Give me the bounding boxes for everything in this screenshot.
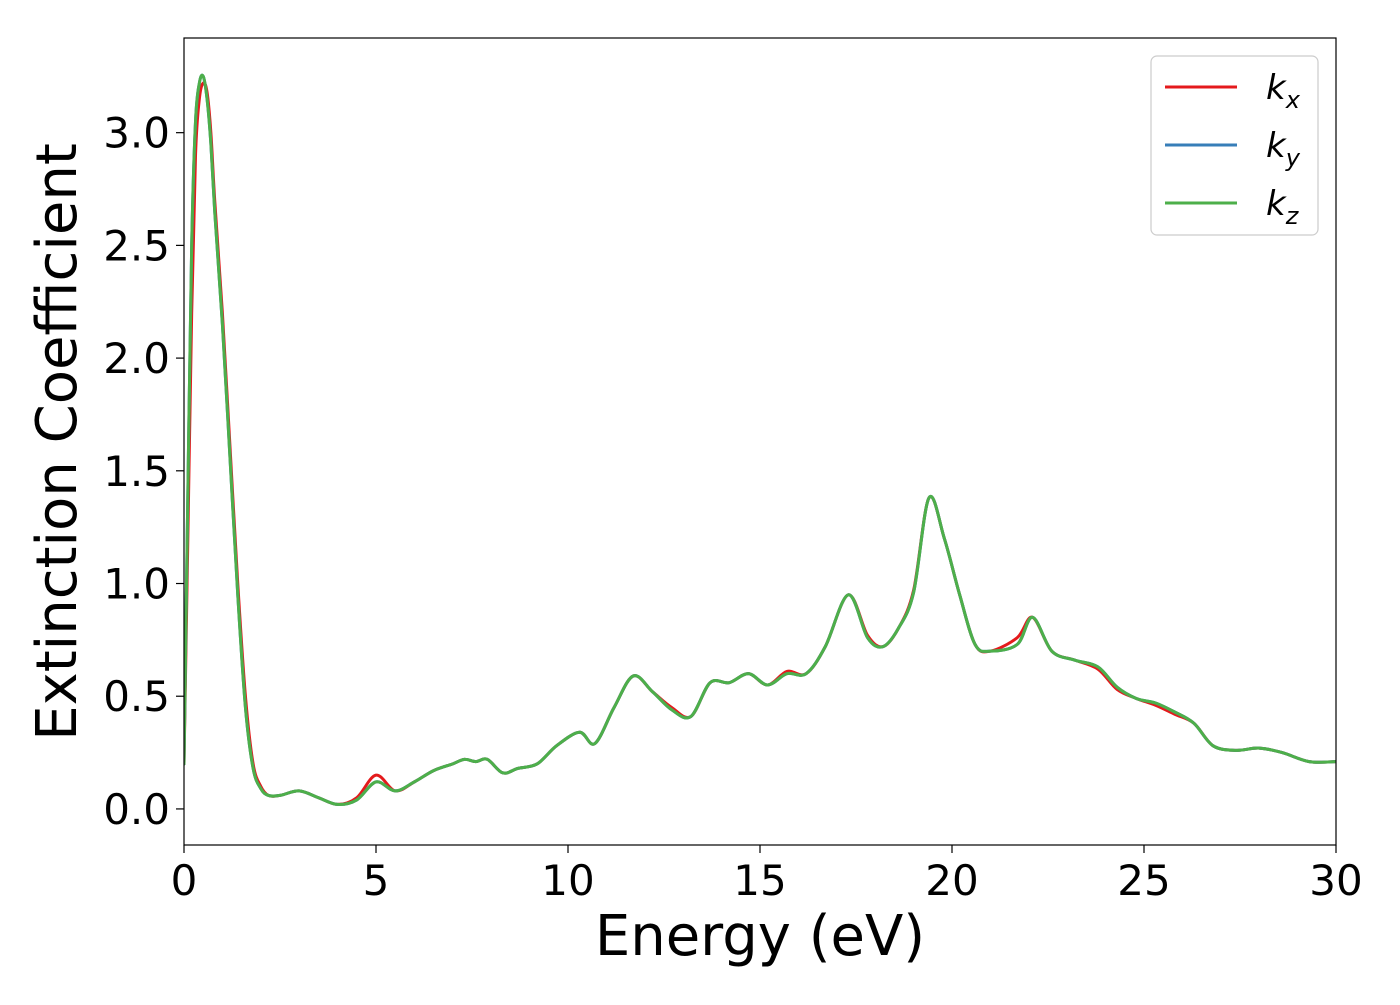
- legend-label-subscript: x: [1285, 86, 1301, 114]
- x-tick-label: 10: [541, 856, 594, 905]
- legend-label-k-z: kz: [1266, 184, 1300, 230]
- y-tick-label: 1.5: [103, 447, 170, 496]
- x-tick-label: 15: [733, 856, 786, 905]
- legend-label-k-x: kx: [1266, 68, 1301, 114]
- legend-label-subscript: z: [1285, 202, 1300, 230]
- plot-area: [184, 73, 1336, 806]
- x-tick-label: 0: [171, 856, 198, 905]
- y-tick-label: 0.5: [103, 672, 170, 721]
- legend-label-main: k: [1266, 184, 1287, 224]
- x-tick-label: 5: [363, 856, 390, 905]
- x-axis-label: Energy (eV): [595, 904, 925, 969]
- y-tick-label: 2.0: [103, 334, 170, 383]
- axes: 0 5 10 15 20 25 30 0.0 0.5 1.0 1.5 2.0 2.5 3.0: [103, 37, 1363, 905]
- x-tick-label: 30: [1309, 856, 1362, 905]
- y-axis-label: Extinction Coefficient: [25, 143, 90, 741]
- series-line-k-z: [184, 73, 1336, 806]
- x-tick-label: 20: [925, 856, 978, 905]
- x-tick-label: 25: [1117, 856, 1170, 905]
- series-lines: [184, 73, 1336, 806]
- y-tick-label: 2.5: [103, 221, 170, 270]
- legend-label-main: k: [1266, 126, 1287, 166]
- y-tick-label: 1.0: [103, 560, 170, 609]
- y-tick-label: 0.0: [103, 785, 170, 834]
- legend-label-main: k: [1266, 68, 1287, 108]
- legend-label-k-y: ky: [1266, 126, 1301, 172]
- y-tick-label: 3.0: [103, 109, 170, 158]
- legend-label-subscript: y: [1285, 144, 1301, 172]
